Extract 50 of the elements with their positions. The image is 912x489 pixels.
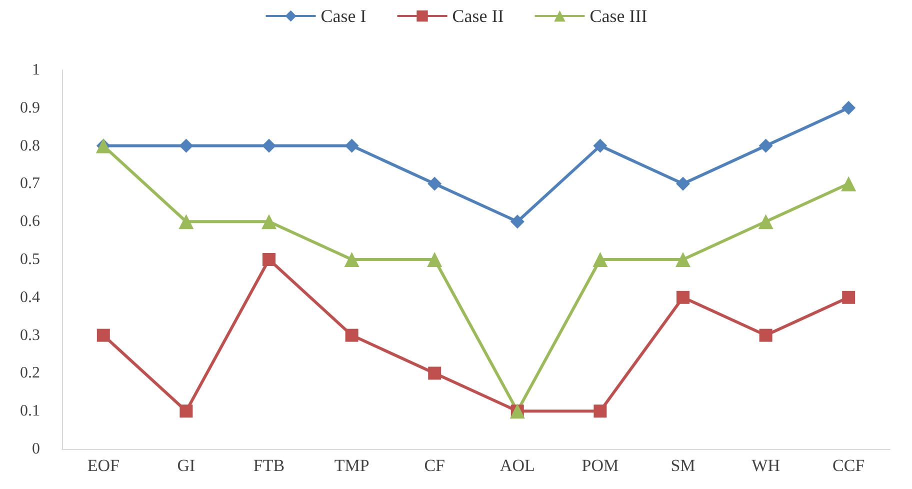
point bbox=[759, 328, 772, 342]
y-tick-label: 0.7 bbox=[20, 175, 40, 192]
point bbox=[262, 138, 276, 153]
point bbox=[676, 252, 690, 267]
point bbox=[344, 138, 359, 153]
point bbox=[842, 100, 856, 115]
x-tick-label: AOL bbox=[500, 456, 535, 475]
legend-label: Case III bbox=[590, 6, 648, 26]
y-tick-label: 0.3 bbox=[20, 326, 40, 344]
point bbox=[841, 176, 856, 192]
point bbox=[262, 253, 276, 266]
legend-label: Case I bbox=[320, 6, 366, 26]
x-tick-label: CCF bbox=[832, 456, 865, 475]
point bbox=[758, 138, 773, 153]
legend-label: Case II bbox=[452, 6, 504, 26]
point bbox=[178, 214, 194, 230]
point bbox=[510, 214, 524, 229]
x-tick-label: POM bbox=[582, 456, 619, 475]
point bbox=[676, 290, 690, 304]
x-tick-label: CF bbox=[424, 456, 445, 475]
point bbox=[592, 252, 608, 267]
point bbox=[842, 290, 856, 304]
point bbox=[179, 138, 194, 153]
x-tick-label: GI bbox=[177, 456, 196, 475]
y-tick-label: 1 bbox=[32, 62, 40, 78]
point bbox=[262, 214, 276, 230]
x-tick-label: WH bbox=[752, 456, 780, 475]
point bbox=[180, 404, 193, 418]
y-tick-label: 0.9 bbox=[20, 99, 40, 116]
y-tick-label: 0.2 bbox=[20, 364, 40, 382]
y-tick-label: 0 bbox=[32, 440, 40, 458]
point bbox=[758, 214, 774, 230]
x-tick-label: TMP bbox=[334, 456, 370, 475]
point bbox=[96, 328, 110, 342]
y-tick-label: 0.6 bbox=[20, 213, 40, 230]
x-tick-label: FTB bbox=[253, 456, 285, 475]
y-tick-label: 0.4 bbox=[20, 288, 40, 306]
y-tick-label: 0.1 bbox=[20, 402, 40, 420]
point bbox=[428, 366, 442, 380]
x-tick-label: SM bbox=[670, 456, 696, 475]
point bbox=[594, 404, 607, 418]
y-tick-label: 0.5 bbox=[20, 251, 40, 268]
x-tick-label: EOF bbox=[87, 456, 120, 475]
point bbox=[344, 252, 360, 267]
point bbox=[428, 176, 442, 191]
point bbox=[427, 252, 442, 267]
point bbox=[593, 138, 608, 153]
point bbox=[345, 328, 358, 342]
y-tick-label: 0.8 bbox=[20, 137, 40, 154]
point bbox=[676, 176, 690, 191]
